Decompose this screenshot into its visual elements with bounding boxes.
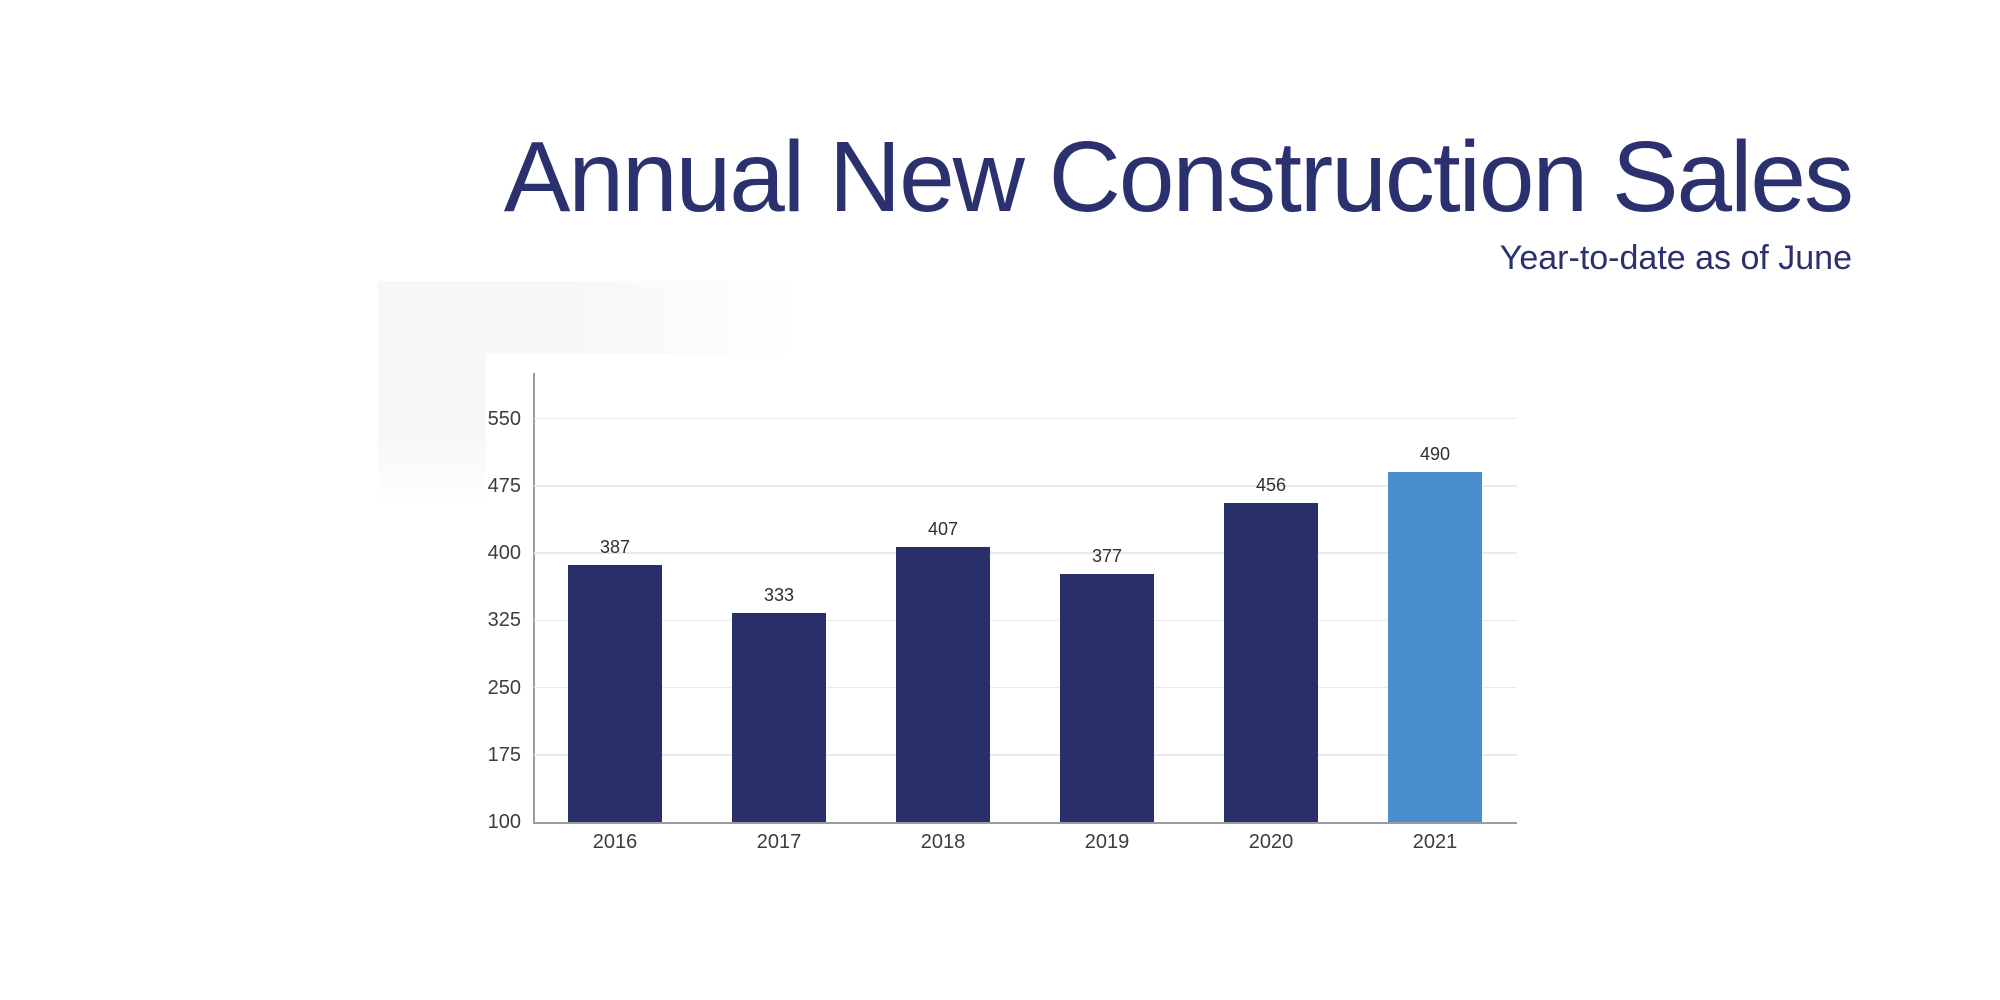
y-tick-label: 175 (487, 743, 521, 766)
bar-2016 (568, 564, 662, 822)
bar-value-label: 407 (927, 518, 959, 539)
x-axis-line (533, 822, 1517, 824)
bar-value-label: 377 (1091, 545, 1123, 566)
bar-value-label: 490 (1419, 444, 1451, 465)
chart-header: Annual New Construction Sales Year-to-da… (503, 121, 1854, 277)
x-tick-label: 2019 (1084, 831, 1130, 853)
x-tick-label: 2020 (1248, 831, 1294, 853)
y-axis-line (533, 373, 535, 822)
y-tick-label: 400 (487, 542, 521, 565)
y-tick-label: 100 (487, 811, 521, 833)
bar-value-label: 387 (599, 536, 631, 557)
x-tick-label: 2021 (1412, 831, 1458, 853)
background-artifact (378, 281, 800, 354)
y-tick-label: 325 (487, 609, 521, 632)
y-tick-label: 475 (487, 474, 521, 497)
gridline (534, 754, 1517, 756)
bar-2017 (732, 613, 826, 822)
gridline (534, 619, 1517, 622)
page-title: Annual New Construction Sales (503, 121, 1854, 233)
x-tick-label: 2017 (756, 831, 802, 853)
bar-value-label: 456 (1255, 474, 1287, 495)
bar-2020 (1224, 502, 1318, 822)
bar-value-label: 333 (763, 585, 795, 606)
x-tick-label: 2016 (592, 831, 638, 853)
background-artifact (378, 354, 486, 505)
gridline (534, 686, 1517, 689)
bar-2018 (896, 546, 990, 822)
bar-2021 (1388, 472, 1482, 822)
page-subtitle: Year-to-date as of June (1499, 239, 1852, 277)
y-tick-label: 250 (487, 676, 521, 699)
x-tick-label: 2018 (920, 831, 966, 853)
bar-chart: 100 175 250 325 400 475 550 387 2016 333 2017 407 20… (488, 373, 1517, 852)
gridline (534, 485, 1517, 487)
gridline (534, 417, 1517, 420)
bar-2019 (1060, 573, 1154, 822)
gridline (534, 552, 1517, 554)
y-tick-label: 550 (487, 407, 521, 430)
